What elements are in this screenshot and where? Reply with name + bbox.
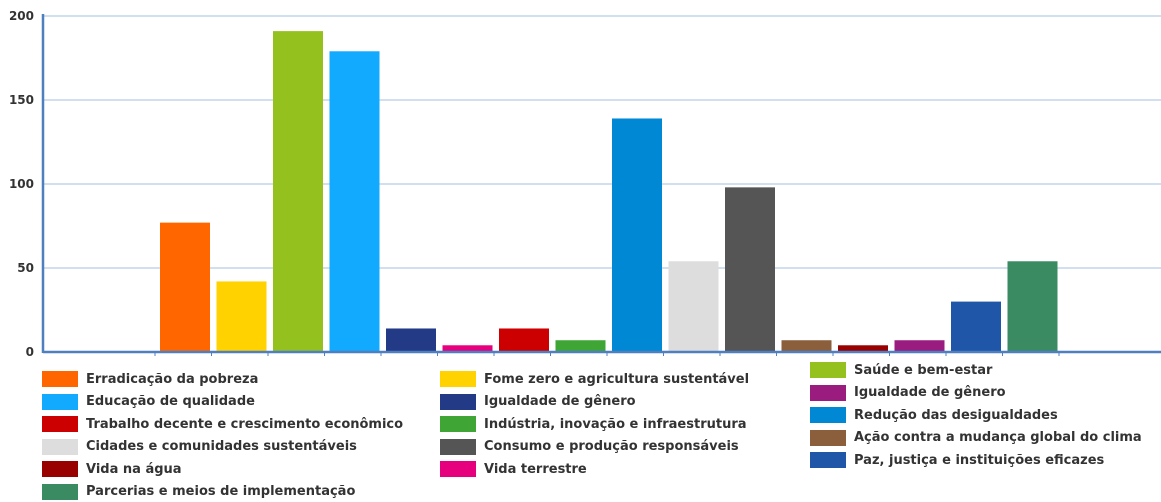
bar [442,345,493,352]
bar [1007,261,1058,352]
axes [41,14,1161,356]
y-tick-label: 150 [9,93,34,107]
gridlines [43,15,1161,269]
bar [668,261,719,352]
bar [725,187,775,352]
bar [386,328,436,352]
bar [273,31,323,353]
bar [781,340,832,352]
bar [160,222,210,352]
bar [216,281,267,352]
bar [838,345,888,352]
y-tick-label: 50 [17,261,34,275]
bar [329,51,380,352]
bar [894,340,945,352]
bars [160,31,1058,353]
y-tick-label: 200 [9,9,34,23]
bar [951,301,1001,352]
y-axis-ticks: 0 50 100 150 200 [9,9,34,359]
bar [612,118,662,352]
y-tick-label: 100 [9,177,34,191]
y-tick-label: 0 [26,345,34,359]
bar [499,328,549,352]
bar [555,340,606,352]
